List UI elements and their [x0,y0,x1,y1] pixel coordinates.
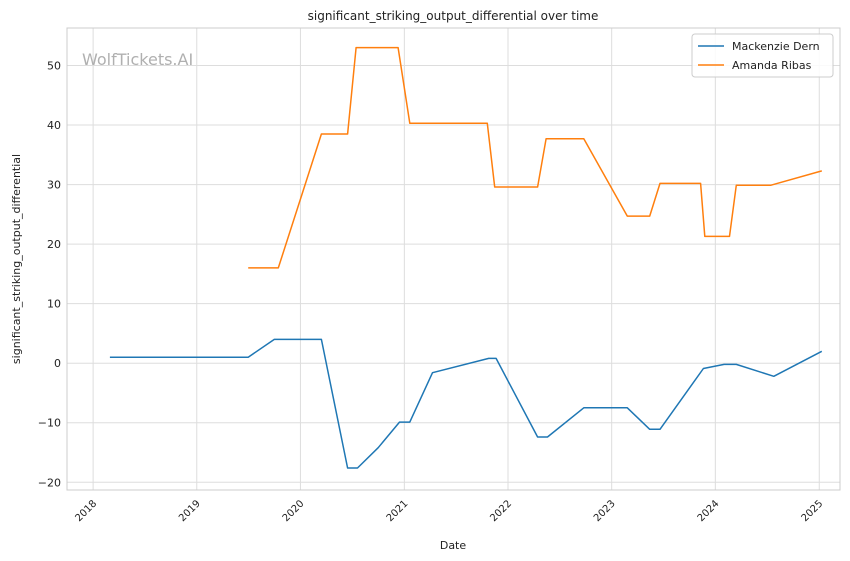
legend-label: Mackenzie Dern [732,40,820,53]
plot-frame [66,27,841,491]
series-line-2 [248,46,823,269]
y-axis-ticks: −20 −10 0 10 20 30 40 50 [38,60,61,490]
grid-lines [67,28,840,490]
y-tick-label: 30 [47,179,61,192]
chart-title: significant_striking_output_differential… [308,9,599,23]
watermark: WolfTickets.AI [82,50,193,69]
y-tick-label: 10 [47,298,61,311]
legend-label: Amanda Ribas [732,59,812,72]
x-axis-label: Date [440,539,467,552]
series-layer [109,46,823,469]
y-axis-label: significant_striking_output_differential [10,154,23,364]
y-tick-label: −20 [38,476,61,489]
y-tick-label: 0 [54,357,61,370]
y-tick-label: −10 [38,417,61,430]
y-tick-label: 50 [47,60,61,73]
series-line-1 [109,338,823,469]
legend: Mackenzie Dern Amanda Ribas [691,33,834,78]
y-tick-label: 20 [47,238,61,251]
y-tick-label: 40 [47,119,61,132]
legend-box [691,33,834,78]
